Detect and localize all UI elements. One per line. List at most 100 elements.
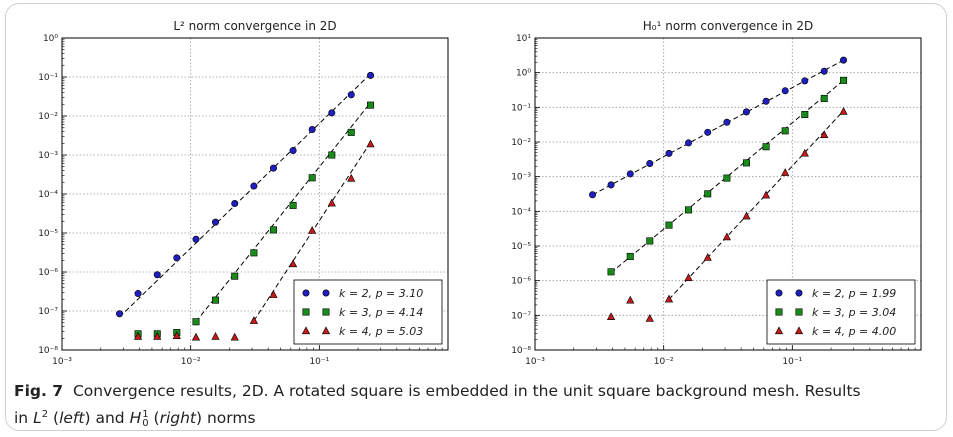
data-point-circle xyxy=(820,67,828,75)
legend-marker xyxy=(795,308,803,316)
data-point-square xyxy=(646,237,654,245)
caption-prefix: in xyxy=(14,409,29,428)
data-point-triangle xyxy=(366,139,375,148)
data-point-circle xyxy=(231,200,239,208)
legend-marker xyxy=(321,326,331,335)
data-point-triangle xyxy=(308,225,317,234)
data-point-square xyxy=(704,190,712,198)
data-point-square xyxy=(212,296,220,304)
data-point-triangle xyxy=(839,107,848,115)
data-point-square xyxy=(231,272,239,280)
data-point-circle xyxy=(153,271,161,279)
x-tick-label: 10⁻¹ xyxy=(782,357,802,367)
data-point-square xyxy=(840,76,848,84)
y-tick-label: 10⁻³ xyxy=(38,151,58,161)
data-point-triangle xyxy=(172,331,181,339)
legend-marker xyxy=(302,308,310,316)
data-point-circle xyxy=(116,310,124,318)
data-point-triangle xyxy=(722,232,731,241)
data-point-triangle xyxy=(800,148,809,157)
legend-box xyxy=(766,279,916,345)
y-tick-label: 10⁻⁶ xyxy=(511,277,531,287)
caption-line-1: Fig. 7 Convergence results, 2D. A rotate… xyxy=(14,379,944,403)
data-point-circle xyxy=(250,182,258,190)
data-point-square xyxy=(685,206,693,214)
data-point-triangle xyxy=(781,168,790,176)
data-point-circle xyxy=(781,87,789,95)
y-tick-label: 10⁰ xyxy=(516,69,531,79)
data-point-circle xyxy=(308,126,316,134)
y-tick-label: 10⁻⁷ xyxy=(38,307,58,317)
x-tick-label: 10⁻³ xyxy=(525,357,545,367)
data-point-circle xyxy=(742,108,750,116)
legend-marker xyxy=(774,326,784,335)
y-tick-label: 10⁻⁶ xyxy=(38,268,58,278)
figure-label: Fig. 7 xyxy=(14,382,64,400)
legend-label: k = 3, p = 4.14 xyxy=(339,306,423,319)
y-tick-label: 10⁻⁸ xyxy=(38,346,58,356)
caption-right-sub: 0 xyxy=(142,417,149,429)
legend-marker xyxy=(322,308,330,316)
data-point-square xyxy=(347,128,355,136)
data-point-triangle xyxy=(133,332,143,340)
data-point-square xyxy=(626,252,634,260)
legend-marker xyxy=(322,289,330,297)
y-tick-label: 10¹ xyxy=(516,34,531,44)
legend-label: k = 4, p = 5.03 xyxy=(339,325,423,338)
y-tick-label: 10⁻¹ xyxy=(511,103,531,113)
legend-marker xyxy=(775,289,783,297)
legend-marker xyxy=(302,289,310,297)
data-point-square xyxy=(665,221,673,229)
data-point-circle xyxy=(192,235,200,243)
data-point-triangle xyxy=(645,314,654,322)
legend-marker xyxy=(775,308,783,316)
data-point-circle xyxy=(685,139,693,147)
caption-text: Convergence results, 2D. A rotated squar… xyxy=(72,382,861,400)
legend-label: k = 2, p = 1.99 xyxy=(812,287,896,300)
x-tick-label: 10⁻¹ xyxy=(309,357,329,367)
data-point-circle xyxy=(347,91,355,99)
figure-caption: Fig. 7 Convergence results, 2D. A rotate… xyxy=(14,379,944,430)
chart-title: H₀¹ norm convergence in 2D xyxy=(643,19,813,33)
data-point-circle xyxy=(723,118,731,126)
y-tick-label: 10⁻⁴ xyxy=(511,207,531,217)
legend-marker xyxy=(794,326,804,335)
caption-left-word: left xyxy=(59,409,85,428)
data-point-circle xyxy=(840,56,848,64)
x-tick-label: 10⁻² xyxy=(654,357,674,367)
legend-label: k = 2, p = 3.10 xyxy=(339,287,423,300)
data-point-triangle xyxy=(761,190,771,199)
data-point-circle xyxy=(704,128,712,136)
caption-and: and xyxy=(95,409,125,428)
data-point-square xyxy=(781,127,789,135)
data-point-triangle xyxy=(626,295,635,304)
plot-frame xyxy=(534,37,922,351)
data-point-triangle xyxy=(211,332,220,340)
data-point-triangle xyxy=(269,290,278,298)
data-point-triangle xyxy=(230,332,239,341)
y-tick-label: 10⁻¹ xyxy=(38,73,58,83)
data-point-triangle xyxy=(249,316,258,324)
data-point-circle xyxy=(134,290,142,298)
caption-left-norm: L xyxy=(33,409,42,428)
data-point-square xyxy=(762,143,770,151)
y-tick-label: 10⁻⁸ xyxy=(511,346,531,356)
data-point-triangle xyxy=(327,198,336,207)
plot-frame xyxy=(61,37,449,351)
y-tick-label: 10⁰ xyxy=(43,34,58,44)
y-tick-label: 10⁻⁵ xyxy=(511,242,531,252)
data-point-square xyxy=(607,268,615,276)
chart-panel-l2: L² norm convergence in 2D 10⁻³ 10⁻² 10⁻¹ 10⁻… xyxy=(38,19,449,367)
data-point-circle xyxy=(762,97,770,105)
data-point-triangle xyxy=(742,211,751,220)
data-point-square xyxy=(820,94,828,102)
fit-line xyxy=(195,102,371,323)
data-point-square xyxy=(742,159,750,167)
caption-right-norm: H xyxy=(129,409,142,428)
data-point-circle xyxy=(589,191,597,199)
charts-area: L² norm convergence in 2D 10⁻³ 10⁻² 10⁻¹ 10⁻… xyxy=(38,19,922,367)
chart-panel-h01: H₀¹ norm convergence in 2D 10⁻³ 10⁻² 10⁻¹ 10… xyxy=(511,19,922,367)
x-tick-label: 10⁻² xyxy=(181,357,201,367)
y-tick-label: 10⁻⁴ xyxy=(38,190,58,200)
data-point-triangle xyxy=(684,273,693,282)
